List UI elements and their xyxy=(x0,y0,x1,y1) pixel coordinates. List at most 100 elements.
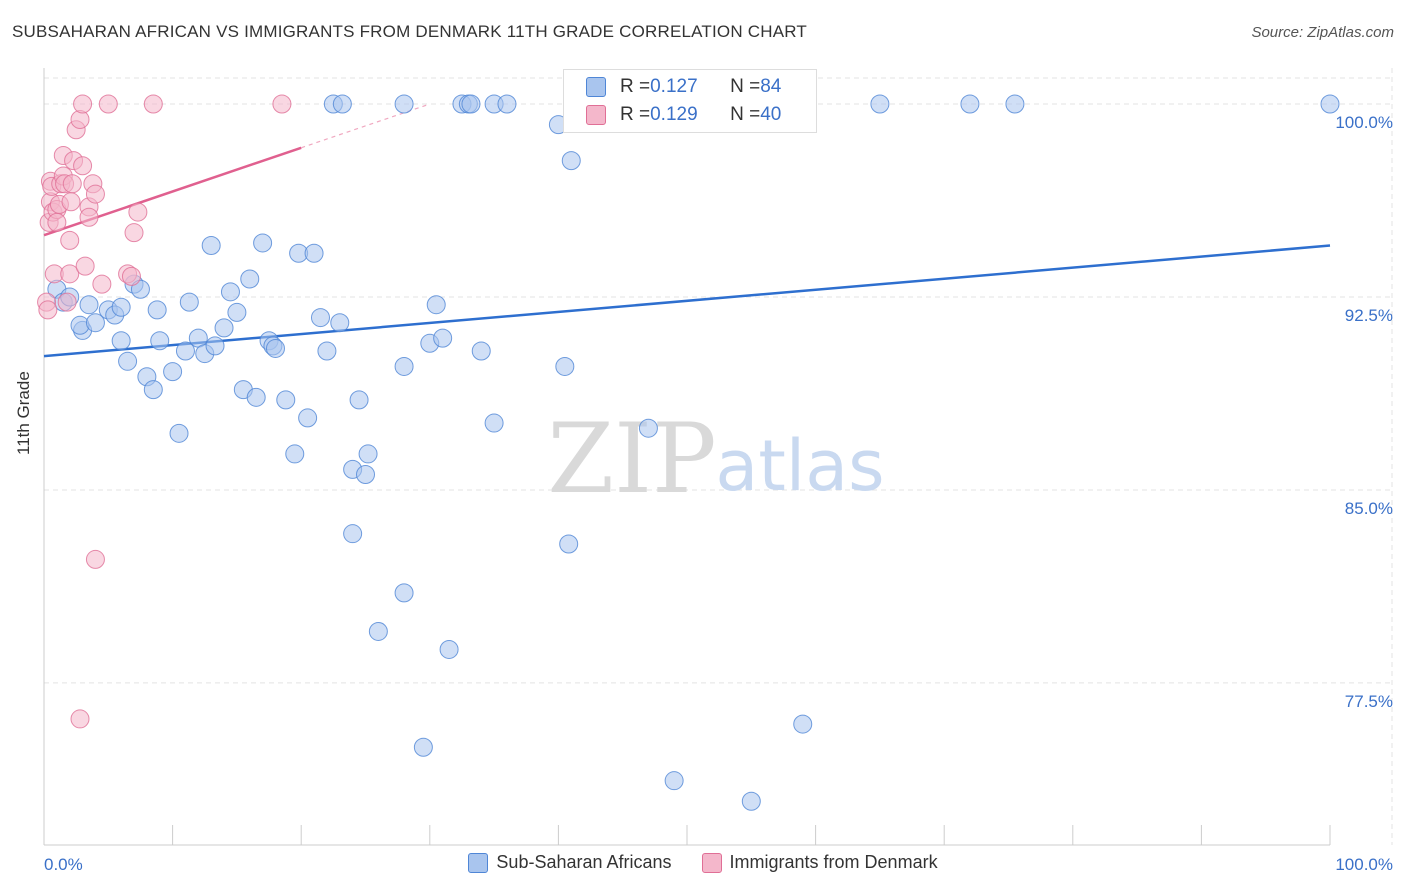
stats-row-pink: R = 0.129 N = 40 xyxy=(586,100,781,130)
blue-point xyxy=(310,308,330,328)
grid-lines xyxy=(44,68,1393,845)
blue-point xyxy=(240,269,260,289)
blue-point xyxy=(220,282,240,302)
chart-title: SUBSAHARAN AFRICAN VS IMMIGRANTS FROM DE… xyxy=(12,22,808,41)
blue-point xyxy=(253,233,273,253)
blue-point xyxy=(201,236,221,256)
blue-point xyxy=(664,771,684,791)
bottom-legend: Sub-Saharan Africans Immigrants from Den… xyxy=(0,852,1406,873)
blue-point xyxy=(175,341,195,361)
blue-point xyxy=(394,356,414,376)
pink-legend-swatch xyxy=(701,852,722,873)
blue-point xyxy=(246,387,266,407)
blue-point xyxy=(461,94,481,114)
tick-labels: 77.5% 85.0% 92.5% 100.0% 0.0% 100.0% xyxy=(44,113,1393,874)
blue-point xyxy=(741,791,761,811)
legend-item-sub-saharan[interactable]: Sub-Saharan Africans xyxy=(468,852,672,873)
x-tick-label-end: 100.0% xyxy=(1335,855,1393,874)
blue-point xyxy=(85,313,105,333)
blue-point xyxy=(111,297,131,317)
blue-point xyxy=(163,362,183,382)
blue-point xyxy=(79,295,99,315)
pink-point xyxy=(92,274,112,294)
y-tick-label: 92.5% xyxy=(1345,306,1393,325)
blue-point xyxy=(433,328,453,348)
watermark-atlas: atlas xyxy=(715,425,884,507)
blue-point xyxy=(426,295,446,315)
pink-point xyxy=(73,94,93,114)
blue-point xyxy=(638,418,658,438)
blue-point xyxy=(555,356,575,376)
blue-point xyxy=(356,465,375,485)
blue-point xyxy=(1320,94,1340,114)
blue-point xyxy=(205,336,225,356)
pink-swatch xyxy=(586,105,606,125)
blue-point xyxy=(143,380,163,400)
blue-point xyxy=(150,331,170,351)
blue-point xyxy=(265,338,285,358)
legend-label: Sub-Saharan Africans xyxy=(496,852,672,872)
blue-point xyxy=(147,300,167,320)
y-axis-label: 11th Grade xyxy=(14,371,33,455)
scatter-points xyxy=(37,94,1340,811)
blue-point xyxy=(304,243,324,263)
r-label: R = xyxy=(620,76,651,97)
legend-item-denmark[interactable]: Immigrants from Denmark xyxy=(701,852,938,873)
pink-point xyxy=(60,264,80,284)
pink-point xyxy=(128,202,148,222)
blue-point xyxy=(960,94,980,114)
blue-point xyxy=(317,341,337,361)
blue-point xyxy=(394,583,414,603)
pink-point xyxy=(73,156,93,176)
source-label: Source: ZipAtlas.com xyxy=(1251,24,1394,41)
pink-point xyxy=(57,292,77,312)
blue-point xyxy=(793,714,813,734)
blue-point xyxy=(111,331,131,351)
blue-point xyxy=(497,94,517,114)
blue-point xyxy=(368,621,388,641)
blue-point xyxy=(471,341,491,361)
blue-point xyxy=(1005,94,1025,114)
pink-point xyxy=(75,256,95,276)
y-tick-label: 100.0% xyxy=(1335,113,1393,132)
blue-point xyxy=(870,94,890,114)
pink-point xyxy=(98,94,118,114)
blue-point xyxy=(413,737,433,757)
blue-point xyxy=(330,313,350,333)
blue-point xyxy=(559,534,579,554)
legend-label: Immigrants from Denmark xyxy=(729,852,938,872)
blue-point xyxy=(118,351,138,371)
blue-point xyxy=(561,151,581,171)
pink-point xyxy=(121,266,141,286)
watermark-zip: ZIP xyxy=(547,403,716,515)
pink-point xyxy=(85,549,105,569)
pink-point xyxy=(61,192,81,212)
blue-point xyxy=(439,639,459,659)
blue-point xyxy=(358,444,378,464)
blue-point xyxy=(349,390,369,410)
blue-point xyxy=(298,408,318,428)
r-label: R = xyxy=(620,104,651,125)
blue-swatch xyxy=(586,77,606,97)
pink-point xyxy=(38,300,58,320)
n-label: N = xyxy=(730,76,761,97)
blue-point xyxy=(484,413,504,433)
pink-point xyxy=(85,184,105,204)
stats-row-blue: R = 0.127 N = 84 xyxy=(586,72,781,102)
x-tick-label-start: 0.0% xyxy=(44,855,83,874)
n-value: 84 xyxy=(760,76,782,97)
r-value: 0.129 xyxy=(650,104,698,125)
pink-point xyxy=(70,709,90,729)
r-value: 0.127 xyxy=(650,76,698,97)
n-label: N = xyxy=(730,104,761,125)
blue-point xyxy=(343,524,363,544)
pink-point xyxy=(62,174,82,194)
pink-point xyxy=(124,223,144,243)
blue-trend-line xyxy=(43,244,1331,358)
pink-point xyxy=(272,94,292,114)
blue-point xyxy=(394,94,414,114)
blue-point xyxy=(276,390,296,410)
stats-legend-box: R = 0.127 N = 84 R = 0.129 N = 40 xyxy=(563,69,817,133)
n-value: 40 xyxy=(760,104,782,125)
